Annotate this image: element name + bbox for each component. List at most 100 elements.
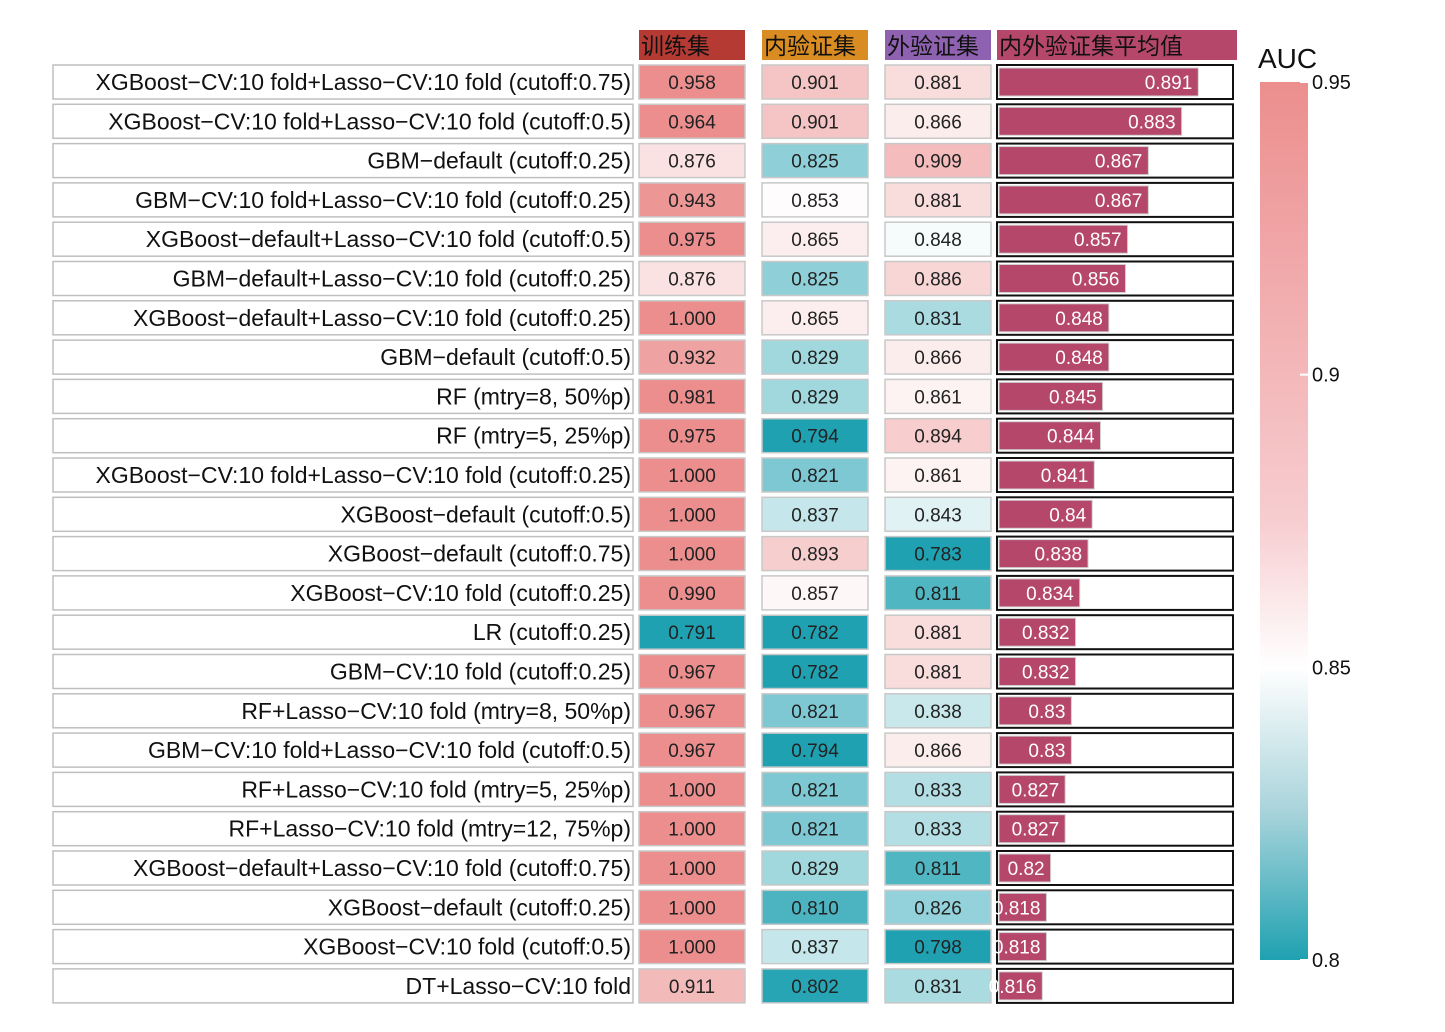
- table-row: LR (cutoff:0.25) 0.791 0.782 0.881 0.832: [52, 614, 1234, 651]
- table-row: GBM−CV:10 fold+Lasso−CV:10 fold (cutoff:…: [52, 732, 1234, 769]
- model-label: RF (mtry=8, 50%p): [436, 383, 631, 409]
- table-row: XGBoost−default+Lasso−CV:10 fold (cutoff…: [52, 221, 1234, 258]
- legend-tick-label: 0.9: [1312, 365, 1340, 387]
- heat-value-train: 1.000: [668, 309, 716, 330]
- table-row: XGBoost−CV:10 fold+Lasso−CV:10 fold (cut…: [52, 64, 1234, 100]
- heat-value-internal: 0.802: [791, 977, 839, 998]
- heat-value-internal: 0.901: [791, 112, 839, 133]
- table-row: GBM−CV:10 fold (cutoff:0.25) 0.967 0.782 0.…: [52, 653, 1234, 690]
- mean-bar-value: 0.827: [1012, 780, 1060, 801]
- model-label-box: [52, 575, 634, 611]
- heat-value-external: 0.861: [914, 466, 962, 487]
- heat-value-train: 0.967: [668, 663, 716, 684]
- heat-cell-external: [884, 614, 992, 650]
- heat-cell-internal: [761, 928, 869, 965]
- table-row: GBM−default+Lasso−CV:10 fold (cutoff:0.2…: [52, 260, 1234, 297]
- heat-value-internal: 0.794: [791, 741, 839, 762]
- heat-cell-train: [638, 614, 746, 650]
- heat-cell-external: [884, 535, 992, 572]
- model-label: GBM−CV:10 fold (cutoff:0.25): [330, 659, 631, 685]
- mean-bar: [998, 892, 1047, 922]
- model-label-box: [52, 260, 634, 297]
- heat-cell-external: [884, 339, 992, 375]
- heat-value-train: 0.964: [668, 112, 716, 133]
- heat-value-external: 0.866: [914, 348, 962, 369]
- heat-value-external: 0.843: [914, 505, 962, 526]
- heat-value-train: 0.932: [668, 348, 716, 369]
- column-header-3: 内外验证集平均值: [999, 34, 1183, 60]
- mean-bar-value: 0.891: [1145, 73, 1193, 94]
- model-label: XGBoost−CV:10 fold+Lasso−CV:10 fold (cut…: [108, 108, 631, 134]
- heat-cell-train: [638, 300, 746, 336]
- mean-bar: [998, 814, 1066, 844]
- mean-bar: [998, 381, 1104, 411]
- mean-bar: [998, 578, 1081, 608]
- heat-value-internal: 0.837: [791, 938, 839, 959]
- heat-cell-train: [638, 850, 746, 886]
- model-label: RF+Lasso−CV:10 fold (mtry=12, 75%p): [229, 816, 631, 842]
- legend-gradient-bar: [1260, 82, 1308, 960]
- heat-cell-external: [884, 653, 992, 690]
- heat-cell-internal: [761, 182, 869, 218]
- legend-tick-label: 0.85: [1312, 657, 1351, 679]
- model-label: RF+Lasso−CV:10 fold (mtry=8, 50%p): [241, 698, 631, 724]
- table-row: GBM−default (cutoff:0.5) 0.932 0.829 0.866 0…: [52, 339, 1234, 376]
- heat-value-external: 0.881: [914, 623, 962, 644]
- heat-cell-external: [884, 575, 992, 611]
- model-label: XGBoost−default (cutoff:0.75): [328, 541, 631, 567]
- table-row: XGBoost−default+Lasso−CV:10 fold (cutoff…: [52, 850, 1234, 886]
- heat-cell-external: [884, 850, 992, 886]
- mean-bar-value: 0.827: [1012, 820, 1060, 841]
- heat-cell-external: [884, 221, 992, 257]
- heat-value-external: 0.909: [914, 152, 962, 173]
- mean-bar-value: 0.857: [1074, 230, 1122, 251]
- heat-value-internal: 0.782: [791, 663, 839, 684]
- column-header-bg-0: [639, 30, 745, 60]
- heat-cell-internal: [761, 103, 869, 140]
- mean-bar-value: 0.832: [1022, 623, 1070, 644]
- heat-cell-internal: [761, 221, 869, 257]
- heat-value-external: 0.866: [914, 112, 962, 133]
- heat-value-internal: 0.794: [791, 427, 839, 448]
- heat-value-internal: 0.810: [791, 898, 839, 919]
- heat-value-external: 0.826: [914, 898, 962, 919]
- model-label-box: [52, 810, 634, 847]
- heat-value-train: 0.967: [668, 702, 716, 723]
- heat-cell-external: [884, 457, 992, 493]
- mean-bar: [998, 224, 1129, 254]
- mean-bar-value: 0.818: [993, 898, 1041, 919]
- mean-bar: [998, 735, 1072, 765]
- table-row: XGBoost−default+Lasso−CV:10 fold (cutoff…: [52, 299, 1234, 336]
- column-headers: 训练集 内验证集 外验证集 内外验证集平均值: [639, 30, 1237, 60]
- heat-cell-external: [884, 968, 992, 1004]
- heat-cell-internal: [761, 732, 869, 768]
- heat-value-external: 0.811: [915, 584, 961, 605]
- heat-value-internal: 0.857: [791, 584, 839, 605]
- table-row: GBM−default (cutoff:0.25) 0.876 0.825 0.909…: [52, 142, 1234, 179]
- heat-cell-external: [884, 771, 992, 808]
- model-label-box: [52, 732, 634, 768]
- heat-cell-external: [884, 810, 992, 847]
- mean-bar: [998, 185, 1149, 215]
- mean-bar-value: 0.845: [1049, 387, 1097, 408]
- mean-bar: [998, 774, 1066, 804]
- column-header-2: 外验证集: [887, 34, 979, 60]
- heat-value-external: 0.811: [915, 859, 961, 880]
- model-label: XGBoost−default+Lasso−CV:10 fold (cutoff…: [133, 305, 631, 331]
- heat-value-external: 0.866: [914, 741, 962, 762]
- heat-cell-train: [638, 339, 746, 375]
- model-label-box: [52, 535, 634, 572]
- heat-cell-train: [638, 142, 746, 179]
- heat-value-external: 0.881: [914, 73, 962, 94]
- heat-cell-external: [884, 182, 992, 218]
- table-row: DT+Lasso−CV:10 fold 0.911 0.802 0.831 0.816: [52, 967, 1234, 1004]
- heat-value-train: 1.000: [668, 859, 716, 880]
- model-label: GBM−default (cutoff:0.25): [367, 148, 631, 174]
- model-label-box: [52, 300, 634, 336]
- mean-bar-value: 0.844: [1047, 427, 1095, 448]
- heat-value-internal: 0.821: [791, 780, 839, 801]
- table-rows: XGBoost−CV:10 fold+Lasso−CV:10 fold (cut…: [52, 64, 1234, 1004]
- heat-cell-internal: [761, 810, 869, 847]
- heat-cell-internal: [761, 417, 869, 454]
